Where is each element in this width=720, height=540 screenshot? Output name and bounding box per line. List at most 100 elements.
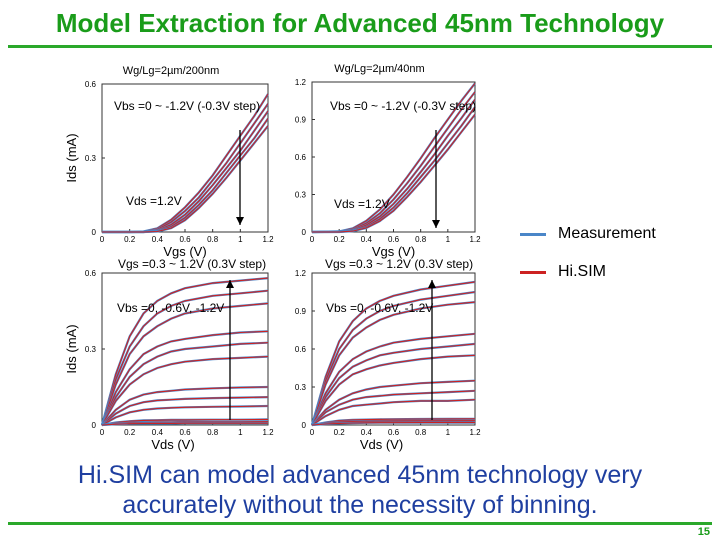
- series-hisim-line: [101, 386, 269, 426]
- series-hisim-line: [311, 291, 476, 426]
- chart-annotation: Vbs =0 ~ -1.2V (-0.3V step): [330, 99, 476, 113]
- series-hisim-line: [101, 418, 269, 426]
- x-tick-label: 0.2: [124, 235, 136, 244]
- series-hisim-line: [311, 422, 475, 426]
- y-axis-label: Ids (mA): [64, 324, 79, 373]
- legend-label-hisim: Hi.SIM: [558, 263, 606, 280]
- x-axis-label: Vds (V): [360, 437, 403, 452]
- y-tick-label: 0.6: [85, 80, 97, 89]
- title-divider: [8, 45, 712, 48]
- x-tick-label: 1: [238, 428, 243, 437]
- x-tick-label: 0: [310, 235, 315, 244]
- chart-annotation: Vgs =0.3 ~ 1.2V (0.3V step): [325, 257, 473, 271]
- series-hisim-line: [101, 405, 269, 426]
- x-tick-label: 0.4: [361, 235, 373, 244]
- chart-annotation: Vbs =0, -0.6V, -1.2V: [117, 301, 224, 315]
- chart-annotation: Vgs =0.3 ~ 1.2V (0.3V step): [118, 257, 266, 271]
- x-tick-label: 0.6: [179, 235, 191, 244]
- trend-arrow-head: [428, 280, 436, 288]
- y-tick-label: 0: [92, 421, 97, 430]
- x-axis-label: Vgs (V): [372, 244, 415, 259]
- legend-item-measurement: Measurement: [520, 215, 656, 253]
- legend: Measurement Hi.SIM: [520, 215, 656, 291]
- trend-arrow-head: [226, 280, 234, 288]
- x-axis-label: Vgs (V): [163, 244, 206, 259]
- chart-annotation: Vbs =0 ~ -1.2V (-0.3V step): [114, 99, 260, 113]
- legend-item-hisim: Hi.SIM: [520, 253, 656, 291]
- y-tick-label: 0.9: [295, 116, 307, 125]
- chart-title: Wg/Lg=2µm/200nm: [123, 65, 220, 77]
- series-hisim-line: [311, 301, 476, 426]
- footer-divider: [8, 522, 712, 525]
- y-axis-label: Ids (mA): [64, 133, 79, 182]
- series-hisim-line: [311, 343, 476, 426]
- x-tick-label: 0.8: [207, 235, 219, 244]
- x-tick-label: 0.4: [152, 428, 164, 437]
- y-tick-label: 0.9: [295, 307, 307, 316]
- legend-swatch-measurement: [520, 232, 546, 236]
- chart-title: Wg/Lg=2µm/40nm: [334, 63, 424, 75]
- x-tick-label: 1: [238, 235, 243, 244]
- x-tick-label: 0: [310, 428, 315, 437]
- x-tick-label: 0.6: [179, 428, 191, 437]
- x-tick-label: 1: [446, 235, 451, 244]
- x-tick-label: 0: [100, 428, 105, 437]
- x-tick-label: 0: [100, 235, 105, 244]
- series-hisim-line: [102, 125, 269, 233]
- x-tick-label: 1.2: [469, 428, 481, 437]
- x-tick-label: 1.2: [262, 428, 274, 437]
- x-tick-label: 0.8: [415, 235, 427, 244]
- series-hisim-line: [311, 399, 476, 426]
- series-hisim-line: [101, 422, 268, 426]
- x-tick-label: 0.8: [207, 428, 219, 437]
- series-hisim-line: [101, 302, 269, 426]
- x-tick-label: 0.8: [415, 428, 427, 437]
- x-tick-label: 0.2: [334, 235, 346, 244]
- y-tick-label: 1.2: [295, 269, 307, 278]
- x-tick-label: 1: [446, 428, 451, 437]
- x-axis-label: Vds (V): [151, 437, 194, 452]
- series-hisim-line: [311, 380, 476, 426]
- legend-swatch-hisim: [520, 270, 546, 274]
- x-tick-label: 0.6: [388, 428, 400, 437]
- series-hisim-line: [311, 354, 476, 426]
- series-hisim-line: [311, 390, 476, 426]
- trend-arrow-head: [432, 220, 440, 228]
- x-tick-label: 1.2: [469, 235, 481, 244]
- y-tick-label: 0: [92, 228, 97, 237]
- chart-annotation: Vbs =0, -0.6V, -1.2V: [326, 301, 433, 315]
- x-tick-label: 0.4: [361, 428, 373, 437]
- y-tick-label: 0.3: [295, 191, 307, 200]
- series-hisim-line: [101, 277, 269, 426]
- slide-title: Model Extraction for Advanced 45nm Techn…: [55, 8, 665, 38]
- y-tick-label: 0.6: [295, 153, 307, 162]
- series-hisim-line: [101, 290, 269, 426]
- page-number: 15: [697, 526, 710, 538]
- series-hisim-line: [101, 342, 269, 426]
- y-tick-label: 0.3: [295, 383, 307, 392]
- conclusion-line-1: Hi.SIM can model advanced 45nm technolog…: [77, 461, 643, 489]
- y-tick-label: 0.3: [85, 345, 97, 354]
- x-tick-label: 0.6: [388, 235, 400, 244]
- y-tick-label: 0.6: [295, 345, 307, 354]
- x-tick-label: 0.4: [152, 235, 164, 244]
- y-tick-label: 0.3: [85, 154, 97, 163]
- chart-annotation: Vds =1.2V: [334, 197, 390, 211]
- legend-label-measurement: Measurement: [558, 225, 656, 242]
- series-hisim-line: [312, 114, 476, 233]
- series-hisim-line: [101, 330, 269, 426]
- y-tick-label: 0.6: [85, 269, 97, 278]
- conclusion-line-2: accurately without the necessity of binn…: [122, 491, 598, 519]
- y-tick-label: 0: [302, 421, 307, 430]
- series-hisim-line: [101, 356, 269, 426]
- y-tick-label: 1.2: [295, 78, 307, 87]
- series-hisim-line: [101, 396, 269, 426]
- y-tick-label: 0: [302, 228, 307, 237]
- conclusion-text: Hi.SIM can model advanced 45nm technolog…: [0, 460, 720, 520]
- trend-arrow-head: [236, 217, 244, 225]
- x-tick-label: 1.2: [262, 235, 274, 244]
- series-hisim-line: [311, 333, 476, 426]
- chart-annotation: Vds =1.2V: [126, 194, 182, 208]
- x-tick-label: 0.2: [124, 428, 136, 437]
